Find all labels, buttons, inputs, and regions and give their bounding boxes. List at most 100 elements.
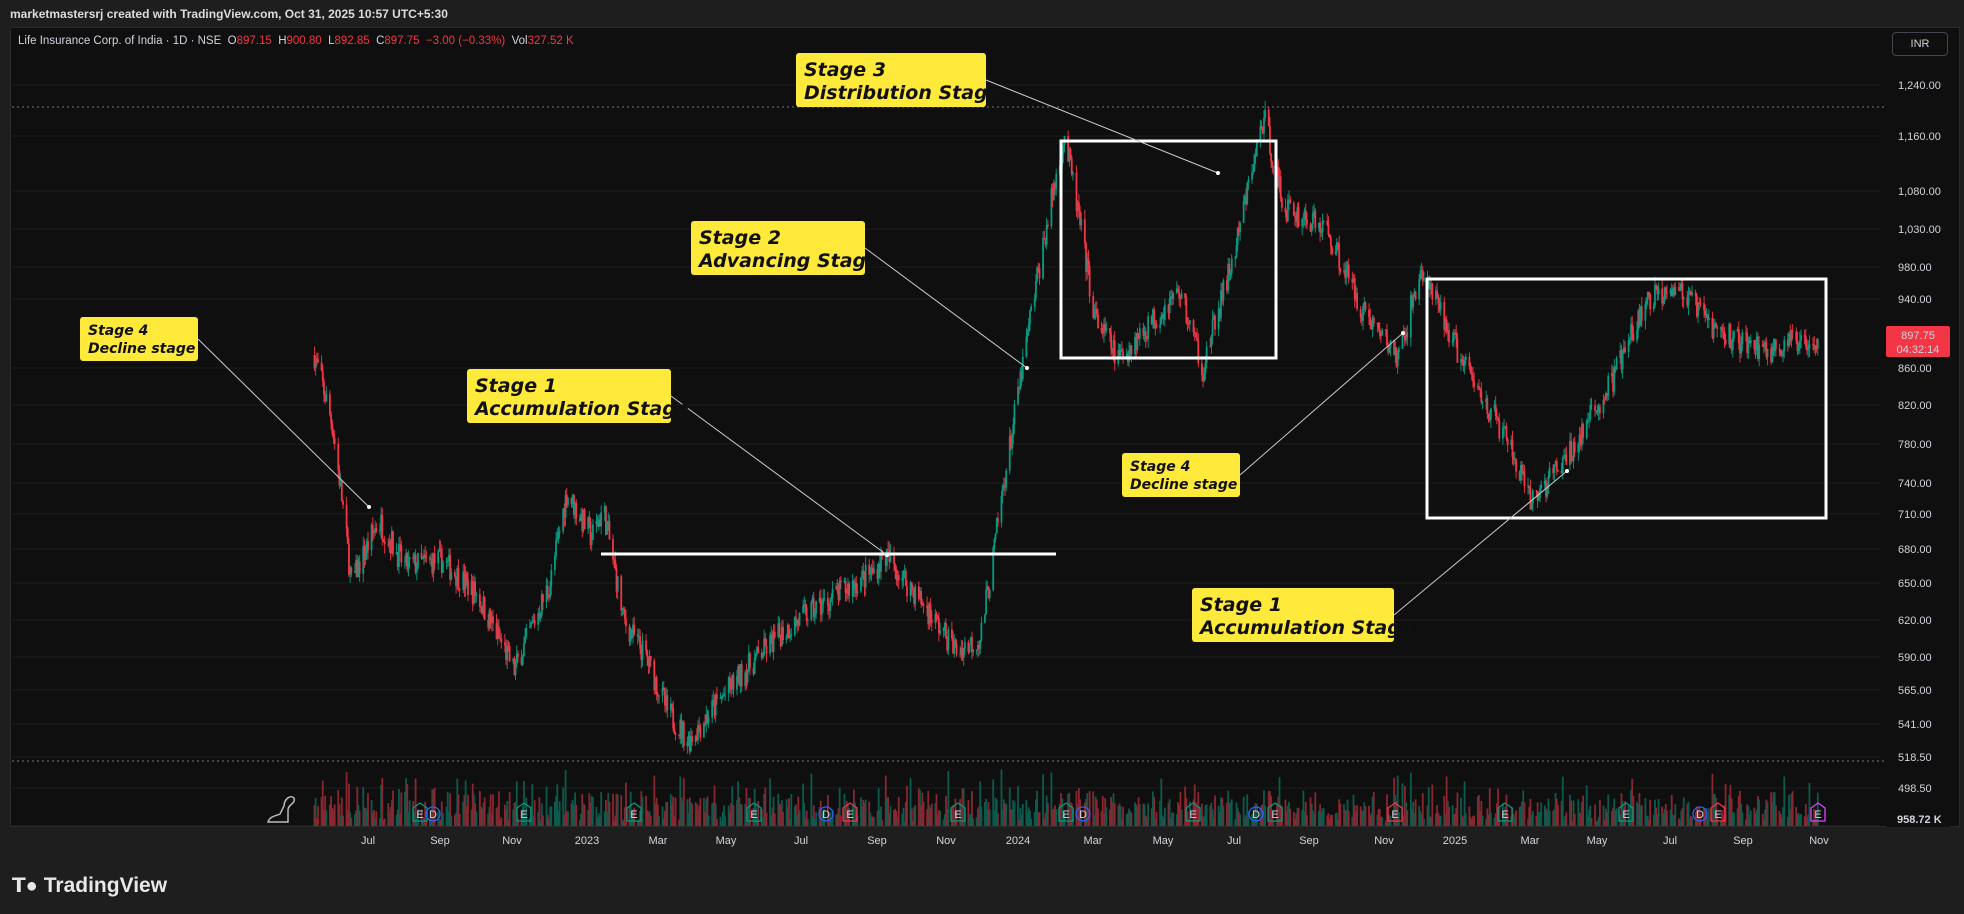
volume-bar	[629, 791, 632, 826]
earnings-marker[interactable]	[1710, 802, 1726, 822]
brand-label: TradingView	[43, 873, 168, 897]
dividend-marker[interactable]	[1248, 806, 1264, 822]
volume-bar	[1214, 795, 1216, 826]
candle-body	[829, 599, 832, 612]
volume-bar	[505, 809, 507, 826]
candle-body	[1377, 323, 1380, 329]
annotation-box[interactable]	[796, 53, 986, 107]
candle-body	[1722, 331, 1725, 333]
volume-bar	[1695, 806, 1698, 826]
volume-bar	[1627, 805, 1630, 826]
candle-body	[1779, 349, 1782, 355]
candle-body	[1607, 375, 1610, 397]
candle-body	[1263, 117, 1265, 134]
dividend-marker[interactable]	[425, 806, 441, 822]
chart-panel[interactable]	[10, 27, 1960, 827]
volume-bar	[1409, 772, 1412, 826]
earnings-marker[interactable]	[1058, 802, 1074, 822]
candle-body	[464, 573, 467, 589]
candle-body	[1729, 324, 1732, 348]
candle-body	[681, 722, 684, 739]
candle-body	[1011, 435, 1013, 449]
earnings-marker[interactable]	[516, 802, 532, 822]
earnings-marker[interactable]	[842, 802, 858, 822]
dividend-marker[interactable]	[1075, 806, 1091, 822]
candle-body	[919, 591, 921, 600]
volume-bar	[1062, 814, 1065, 826]
candle-body	[720, 697, 723, 699]
earnings-marker[interactable]	[1185, 802, 1201, 822]
volume-bar	[666, 802, 669, 826]
earnings-marker[interactable]	[1810, 802, 1826, 822]
candle-body	[1359, 308, 1362, 318]
candle-body	[1498, 420, 1501, 439]
annotation-box[interactable]	[691, 221, 865, 275]
candle-body	[325, 394, 328, 402]
volume-bar	[852, 789, 855, 826]
volume-bar	[1519, 806, 1522, 826]
volume-bar	[1664, 804, 1667, 826]
candle-body	[342, 500, 344, 505]
tradingview-brand[interactable]: 𝗧● TradingView	[12, 873, 167, 898]
annotation-box[interactable]	[467, 369, 671, 423]
dividend-marker[interactable]	[1692, 806, 1708, 822]
volume-bar	[457, 794, 460, 826]
candle-body	[939, 630, 941, 634]
candle-body	[583, 509, 586, 529]
candle-body	[1798, 340, 1801, 349]
volume-bar	[339, 815, 342, 826]
volume-bar	[1046, 803, 1049, 826]
volume-bar	[732, 805, 735, 826]
earnings-marker[interactable]	[1267, 802, 1283, 822]
accumulation-box	[1425, 277, 1828, 520]
candle-body	[1436, 290, 1438, 295]
annotation-box[interactable]	[1122, 453, 1240, 497]
candle-body	[1771, 346, 1774, 363]
volume-bar	[1120, 819, 1123, 826]
candle-body	[903, 570, 906, 572]
earnings-marker[interactable]	[1618, 802, 1634, 822]
earnings-marker[interactable]	[950, 802, 966, 822]
candle-body	[1704, 310, 1707, 316]
volume-bar	[895, 811, 898, 826]
candle-body	[1512, 456, 1515, 460]
symbol-title[interactable]: Life Insurance Corp. of India · 1D · NSE	[18, 35, 222, 47]
volume-bar	[976, 808, 979, 826]
earnings-marker[interactable]	[626, 802, 642, 822]
volume-bar	[654, 803, 657, 826]
candle-body	[1437, 294, 1440, 304]
currency-button[interactable]: INR	[1892, 32, 1948, 56]
volume-bar	[979, 781, 982, 826]
candle-body	[757, 647, 760, 653]
candle-body	[1501, 427, 1504, 439]
candle-body	[640, 648, 643, 660]
earnings-marker[interactable]	[1497, 802, 1513, 822]
volume-bar	[1637, 804, 1640, 826]
annotation-box[interactable]	[80, 317, 198, 361]
candle-body	[1204, 362, 1207, 374]
volume-bar	[1184, 786, 1187, 826]
volume-bar	[1761, 813, 1764, 826]
x-axis-label: 2024	[1006, 835, 1030, 847]
earnings-marker[interactable]	[1387, 802, 1403, 822]
candle-body	[669, 703, 672, 711]
annotation-box[interactable]	[1192, 588, 1394, 642]
volume-bar	[1147, 803, 1150, 826]
dividend-marker[interactable]	[818, 806, 834, 822]
volume-bar	[1494, 813, 1497, 826]
volume-bar	[1326, 815, 1329, 826]
volume-bar	[632, 809, 634, 826]
volume-bar	[960, 806, 963, 826]
candle-body	[647, 657, 650, 667]
candle-body	[1569, 440, 1571, 465]
earnings-marker[interactable]	[412, 802, 428, 822]
candle-body	[868, 564, 871, 576]
candle-body	[488, 610, 491, 628]
earnings-marker[interactable]	[746, 802, 762, 822]
volume-bar	[736, 800, 738, 826]
candle-body	[389, 541, 392, 554]
volume-bar	[679, 776, 682, 826]
volume-bar	[646, 810, 649, 826]
volume-bar	[1094, 796, 1097, 826]
